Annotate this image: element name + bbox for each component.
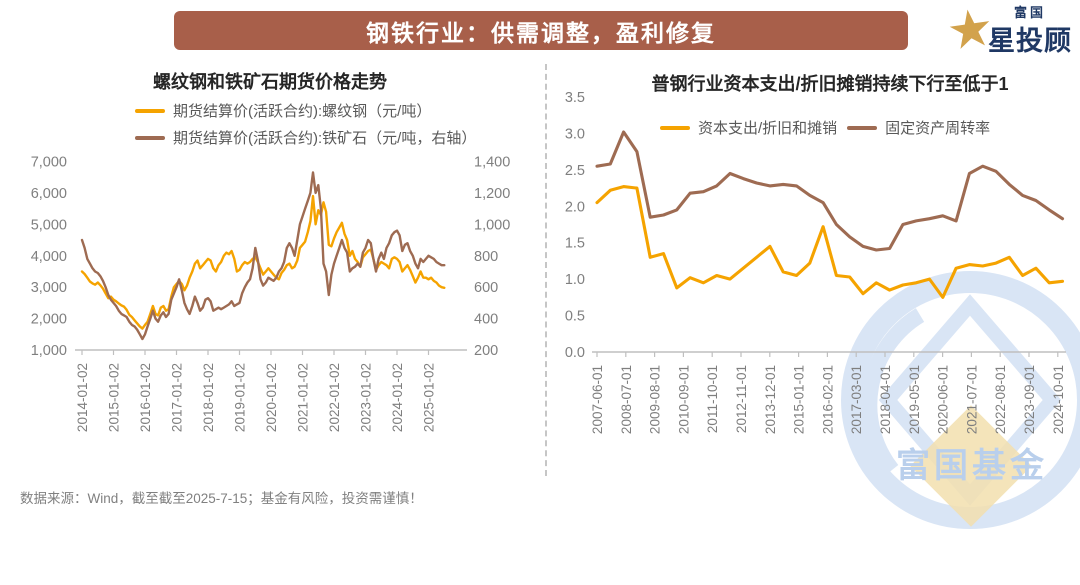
legend-swatch-brown	[135, 135, 165, 140]
legend-item: 期货结算价(活跃合约):铁矿石（元/吨，右轴）	[135, 127, 476, 148]
svg-text:2012-11-01: 2012-11-01	[734, 365, 749, 433]
svg-text:2021-01-02: 2021-01-02	[296, 363, 311, 432]
left-chart-plot: 2014-01-02 2015-01-02 2016-01-02 2017-01-02…	[31, 155, 511, 433]
svg-text:2022-08-01: 2022-08-01	[993, 365, 1008, 434]
svg-text:2009-08-01: 2009-08-01	[648, 365, 663, 434]
legend-swatch-orange	[135, 108, 165, 113]
svg-text:3.5: 3.5	[565, 90, 585, 106]
svg-text:1.0: 1.0	[565, 272, 585, 288]
svg-text:2.0: 2.0	[565, 199, 585, 215]
svg-text:2018-04-01: 2018-04-01	[878, 365, 893, 434]
left-chart-legend: 期货结算价(活跃合约):螺纹钢（元/吨） 期货结算价(活跃合约):铁矿石（元/吨…	[135, 100, 476, 148]
svg-text:600: 600	[474, 280, 498, 296]
star-icon: ★	[943, 0, 998, 62]
right-chart-title: 普钢行业资本支出/折旧摊销持续下行至低于1	[651, 74, 1009, 94]
svg-text:2023-09-01: 2023-09-01	[1022, 365, 1037, 434]
svg-text:1,200: 1,200	[474, 186, 510, 202]
svg-text:2023-01-02: 2023-01-02	[359, 363, 374, 432]
legend-label: 期货结算价(活跃合约):螺纹钢（元/吨）	[173, 103, 432, 120]
svg-text:3,000: 3,000	[31, 280, 67, 296]
svg-text:2017-01-02: 2017-01-02	[170, 363, 185, 432]
legend-item: 资本支出/折旧和摊销	[660, 117, 837, 138]
svg-text:2015-01-01: 2015-01-01	[792, 365, 807, 434]
svg-text:2010-09-01: 2010-09-01	[676, 365, 691, 434]
svg-text:800: 800	[474, 249, 498, 265]
legend-swatch-orange	[660, 125, 690, 130]
svg-text:2,000: 2,000	[31, 312, 67, 328]
series-line	[80, 194, 446, 330]
svg-text:2014-01-02: 2014-01-02	[75, 363, 90, 432]
svg-text:400: 400	[474, 312, 498, 328]
svg-text:2013-12-01: 2013-12-01	[763, 365, 778, 434]
svg-text:1,000: 1,000	[31, 343, 67, 359]
series-line	[80, 171, 446, 341]
svg-text:2022-01-02: 2022-01-02	[327, 363, 342, 432]
banner-title: 钢铁行业：供需调整，盈利修复	[366, 19, 716, 46]
legend-label: 固定资产周转率	[885, 120, 991, 137]
svg-text:2008-07-01: 2008-07-01	[619, 365, 634, 434]
svg-text:2020-06-01: 2020-06-01	[936, 365, 951, 434]
svg-text:0.5: 0.5	[565, 309, 585, 325]
svg-text:1,400: 1,400	[474, 155, 510, 171]
svg-text:6,000: 6,000	[31, 186, 67, 202]
svg-text:2024-01-02: 2024-01-02	[390, 363, 405, 432]
svg-text:0.0: 0.0	[565, 345, 585, 361]
source-disclaimer: 数据来源：Wind，截至截至2025-7-15；基金有风险，投资需谨慎！	[20, 491, 423, 506]
svg-text:4,000: 4,000	[31, 249, 67, 265]
svg-text:2018-01-02: 2018-01-02	[201, 363, 216, 432]
svg-text:2016-02-01: 2016-02-01	[820, 365, 835, 434]
svg-text:2.5: 2.5	[565, 163, 585, 179]
svg-text:2015-01-02: 2015-01-02	[107, 363, 122, 432]
svg-text:3.0: 3.0	[565, 126, 585, 142]
legend-label: 资本支出/折旧和摊销	[698, 120, 838, 137]
svg-text:2025-01-02: 2025-01-02	[422, 363, 437, 432]
banner: 钢铁行业：供需调整，盈利修复	[174, 11, 908, 50]
series-line	[595, 130, 1065, 252]
section-divider	[545, 64, 547, 476]
svg-text:1,000: 1,000	[474, 217, 510, 233]
legend-swatch-brown	[847, 125, 878, 130]
watermark-text: 富国基金	[896, 446, 1048, 485]
svg-text:2021-07-01: 2021-07-01	[964, 365, 979, 434]
brand-logo: ★ 富国 星投顾	[943, 0, 1072, 62]
svg-text:2016-01-02: 2016-01-02	[138, 363, 153, 432]
svg-text:2007-06-01: 2007-06-01	[590, 365, 605, 434]
svg-text:2019-01-02: 2019-01-02	[233, 363, 248, 432]
right-chart-legend: 资本支出/折旧和摊销 固定资产周转率	[660, 117, 990, 138]
svg-text:2011-10-01: 2011-10-01	[705, 365, 720, 433]
legend-item: 固定资产周转率	[847, 117, 990, 138]
legend-item: 期货结算价(活跃合约):螺纹钢（元/吨）	[135, 100, 476, 121]
svg-text:2019-05-01: 2019-05-01	[907, 365, 922, 434]
svg-text:5,000: 5,000	[31, 217, 67, 233]
legend-label: 期货结算价(活跃合约):铁矿石（元/吨，右轴）	[173, 130, 477, 147]
left-chart-title: 螺纹钢和铁矿石期货价格走势	[153, 72, 387, 92]
right-chart-plot: 2007-06-01 2008-07-01 2009-08-01 2010-09-01…	[565, 90, 1066, 434]
brand-name-large: 星投顾	[988, 26, 1072, 56]
svg-text:2020-01-02: 2020-01-02	[264, 363, 279, 432]
svg-text:2017-03-01: 2017-03-01	[849, 365, 864, 434]
svg-text:1.5: 1.5	[565, 236, 585, 252]
svg-text:7,000: 7,000	[31, 155, 67, 171]
series-line	[595, 185, 1065, 299]
brand-name-small: 富国	[1014, 5, 1047, 20]
svg-text:200: 200	[474, 343, 498, 359]
svg-text:2024-10-01: 2024-10-01	[1051, 365, 1066, 434]
